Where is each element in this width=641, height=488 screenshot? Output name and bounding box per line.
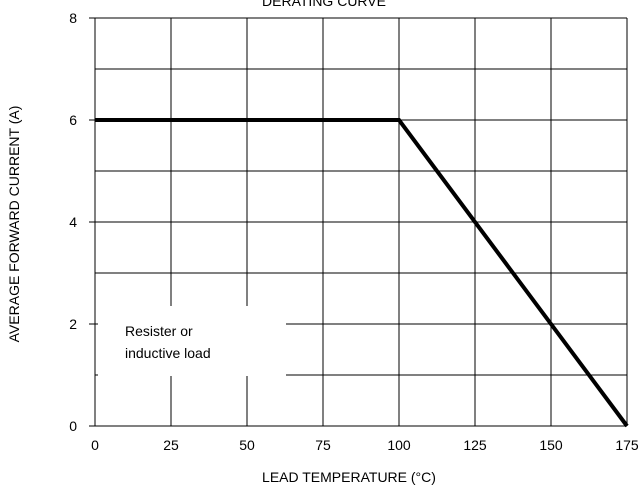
x-tick-label-7: 175 [615, 437, 639, 453]
x-tick-label-1: 25 [163, 437, 179, 453]
x-tick-label-3: 75 [315, 437, 331, 453]
y-tick-labels: 0 2 4 6 8 [69, 10, 77, 434]
x-axis-label: LEAD TEMPERATURE (°C) [262, 469, 436, 485]
y-axis-label: AVERAGE FORWARD CURRENT (A) [6, 106, 22, 343]
annotation-background [98, 306, 286, 376]
y-tick-label-0: 0 [69, 418, 77, 434]
y-tick-label-2: 4 [69, 214, 77, 230]
y-tick-label-4: 8 [69, 10, 77, 26]
y-tick-label-3: 6 [69, 112, 77, 128]
x-tick-label-4: 100 [387, 437, 411, 453]
y-tick-label-1: 2 [69, 316, 77, 332]
series-layer [95, 118, 629, 428]
chart-title: DERATING CURVE [262, 0, 386, 9]
x-tick-label-5: 125 [463, 437, 487, 453]
x-tick-label-6: 150 [539, 437, 563, 453]
annotation-line-2: inductive load [125, 345, 211, 361]
series-line-0 [95, 118, 629, 428]
annotation-line-1: Resister or [125, 323, 193, 339]
x-tick-label-0: 0 [91, 437, 99, 453]
x-tick-label-2: 50 [239, 437, 255, 453]
x-tick-labels: 0 25 50 75 100 125 150 175 [91, 437, 639, 453]
